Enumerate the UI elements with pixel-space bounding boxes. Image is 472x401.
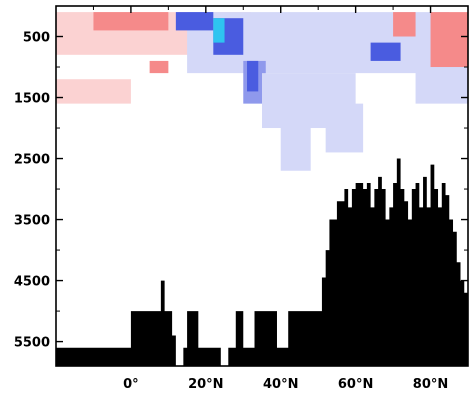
x-tick-label: 60°N — [338, 377, 373, 392]
anomaly-patch — [149, 60, 169, 74]
x-tick-label: 0° — [123, 377, 139, 392]
y-tick-label: 2500 — [14, 153, 50, 168]
anomaly-patch — [393, 12, 416, 37]
anomaly-patch — [430, 12, 468, 68]
x-tick-label: 20°N — [188, 377, 223, 392]
plot-frame — [55, 5, 469, 367]
anomaly-patch — [93, 12, 169, 31]
anomaly-patch — [247, 60, 259, 92]
anomaly-patch — [56, 79, 131, 104]
x-tick-label: 40°N — [263, 377, 298, 392]
seafloor-bathymetry — [56, 158, 468, 366]
y-tick-label: 500 — [23, 31, 50, 46]
anomaly-patch — [175, 12, 214, 31]
anomaly-patch — [280, 103, 311, 171]
axes: 500 1500 2500 3500 4500 5500 0° 20°N 40°N 60°N 80°… — [14, 5, 469, 392]
anomaly-patch — [415, 60, 468, 104]
y-tick-label: 4500 — [14, 275, 50, 290]
y-tick-label: 1500 — [14, 92, 50, 107]
anomaly-patch — [325, 103, 364, 153]
y-tick-label: 3500 — [14, 214, 50, 229]
x-tick-label: 80°N — [413, 377, 448, 392]
plot-area — [56, 12, 468, 366]
y-tick-label: 5500 — [14, 336, 50, 351]
anomaly-patch — [213, 18, 225, 43]
anomaly-patch — [370, 42, 401, 61]
